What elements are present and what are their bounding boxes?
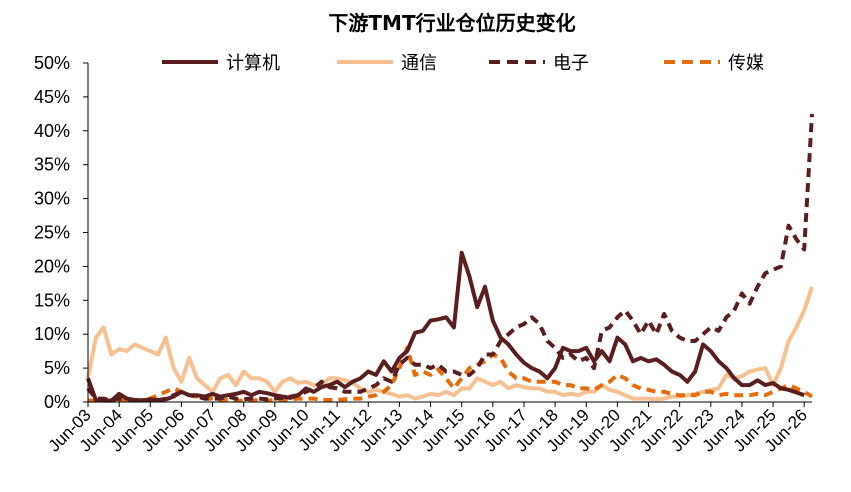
y-tick-label: 20% bbox=[34, 256, 70, 276]
series-group bbox=[86, 113, 814, 403]
y-tick-label: 30% bbox=[34, 189, 70, 209]
y-tick-label: 0% bbox=[44, 392, 70, 412]
legend-label-1: 通信 bbox=[401, 53, 437, 74]
legend-label-0: 计算机 bbox=[226, 53, 280, 74]
chart-title: 下游TMT行业仓位历史变化 bbox=[328, 11, 575, 35]
y-tick-label: 50% bbox=[34, 53, 70, 73]
y-tick-label: 15% bbox=[34, 290, 70, 310]
legend-label-3: 传媒 bbox=[728, 53, 764, 74]
y-tick-label: 40% bbox=[34, 121, 70, 141]
y-tick-label: 5% bbox=[44, 358, 70, 378]
series-line-2 bbox=[86, 113, 814, 403]
axes bbox=[87, 63, 812, 403]
y-tick-label: 45% bbox=[34, 87, 70, 107]
legend: 计算机 通信 电子 传媒 bbox=[162, 53, 764, 74]
y-tick-label: 25% bbox=[34, 223, 70, 243]
y-tick-label: 35% bbox=[34, 155, 70, 175]
series-line-0 bbox=[86, 250, 805, 403]
x-axis-ticks: Jun-03Jun-04Jun-05Jun-06Jun-07Jun-08Jun-… bbox=[45, 402, 811, 456]
y-tick-label: 10% bbox=[34, 324, 70, 344]
legend-label-2: 电子 bbox=[553, 53, 589, 74]
y-axis-ticks: 0% 5% 10% 15% 20% 25% 30% 35% 40% 45% 50% bbox=[34, 53, 88, 412]
